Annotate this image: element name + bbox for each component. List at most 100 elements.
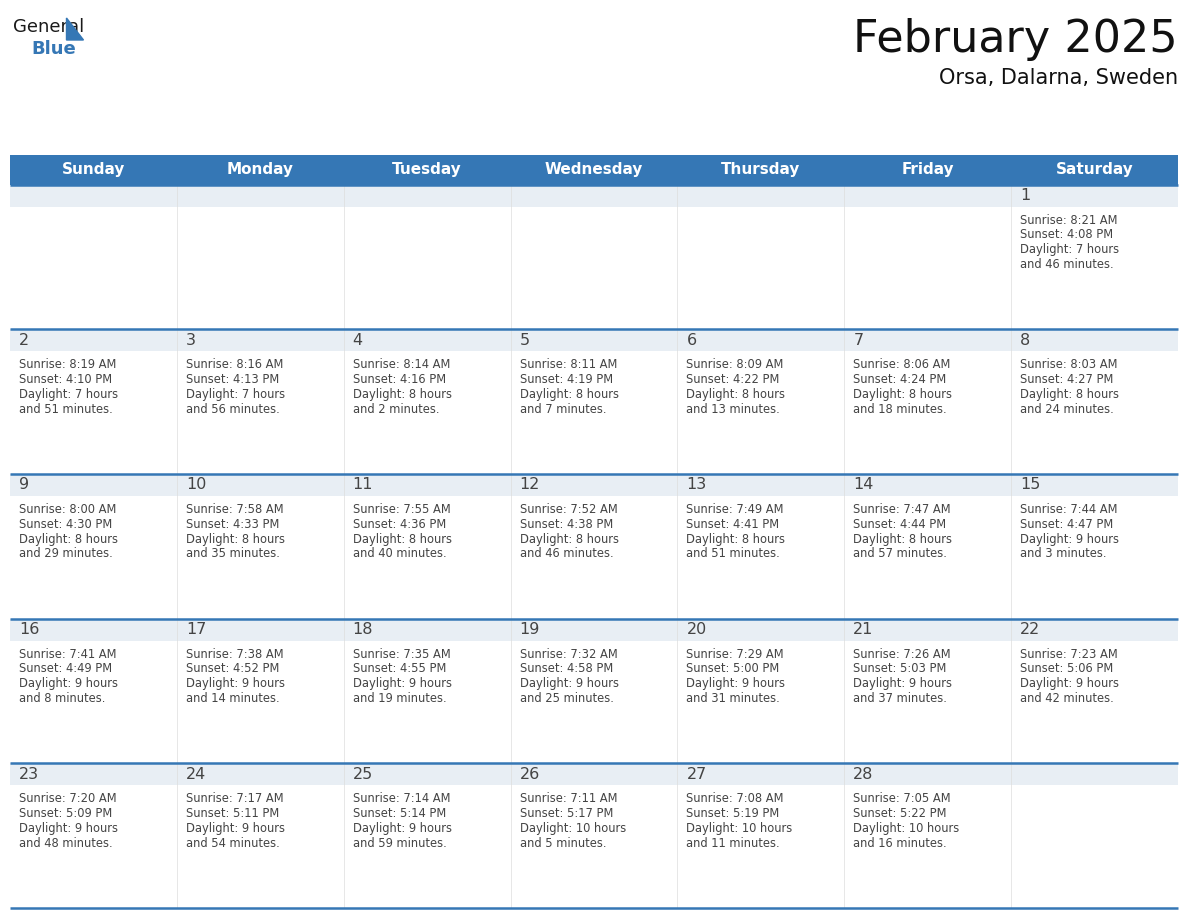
Bar	[10, 763, 177, 785]
Bar	[511, 330, 677, 352]
Text: Daylight: 8 hours: Daylight: 8 hours	[1020, 387, 1119, 401]
Text: 28: 28	[853, 767, 873, 782]
Text: and 29 minutes.: and 29 minutes.	[19, 547, 113, 560]
Text: and 11 minutes.: and 11 minutes.	[687, 836, 781, 850]
Text: Daylight: 8 hours: Daylight: 8 hours	[687, 532, 785, 545]
Text: 18: 18	[353, 622, 373, 637]
Text: 19: 19	[519, 622, 541, 637]
Text: Sunset: 5:06 PM: Sunset: 5:06 PM	[1020, 663, 1113, 676]
Text: 24: 24	[185, 767, 206, 782]
Text: Sunrise: 8:16 AM: Sunrise: 8:16 AM	[185, 358, 283, 371]
Text: Sunrise: 7:11 AM: Sunrise: 7:11 AM	[519, 792, 617, 805]
Text: and 2 minutes.: and 2 minutes.	[353, 403, 440, 416]
Bar	[845, 474, 1011, 496]
Text: 12: 12	[519, 477, 541, 492]
Text: Friday: Friday	[902, 162, 954, 177]
Bar	[845, 185, 1011, 207]
Text: Sunset: 4:52 PM: Sunset: 4:52 PM	[185, 663, 279, 676]
Text: Sunrise: 8:09 AM: Sunrise: 8:09 AM	[687, 358, 784, 371]
Text: Daylight: 8 hours: Daylight: 8 hours	[519, 387, 619, 401]
Bar	[845, 763, 1011, 785]
Text: Sunset: 5:09 PM: Sunset: 5:09 PM	[19, 807, 112, 820]
Text: and 48 minutes.: and 48 minutes.	[19, 836, 113, 850]
Text: Sunset: 5:22 PM: Sunset: 5:22 PM	[853, 807, 947, 820]
Text: Tuesday: Tuesday	[392, 162, 462, 177]
Text: Sunset: 4:24 PM: Sunset: 4:24 PM	[853, 373, 947, 386]
Text: Sunrise: 7:58 AM: Sunrise: 7:58 AM	[185, 503, 284, 516]
Text: 17: 17	[185, 622, 207, 637]
Bar	[511, 763, 677, 785]
Text: Sunset: 4:47 PM: Sunset: 4:47 PM	[1020, 518, 1113, 531]
Bar	[677, 763, 845, 785]
Text: Sunrise: 8:19 AM: Sunrise: 8:19 AM	[19, 358, 116, 371]
Bar	[10, 785, 177, 908]
Bar	[677, 185, 845, 207]
Bar	[177, 763, 343, 785]
Text: 6: 6	[687, 332, 696, 348]
Text: Sunrise: 8:14 AM: Sunrise: 8:14 AM	[353, 358, 450, 371]
Text: Daylight: 9 hours: Daylight: 9 hours	[185, 677, 285, 690]
Text: 1: 1	[1020, 188, 1030, 203]
Text: Sunrise: 8:06 AM: Sunrise: 8:06 AM	[853, 358, 950, 371]
Text: Sunset: 5:03 PM: Sunset: 5:03 PM	[853, 663, 947, 676]
Text: Sunrise: 7:49 AM: Sunrise: 7:49 AM	[687, 503, 784, 516]
Text: 2: 2	[19, 332, 30, 348]
Text: 8: 8	[1020, 332, 1030, 348]
Bar	[177, 185, 343, 207]
Text: 25: 25	[353, 767, 373, 782]
Text: and 31 minutes.: and 31 minutes.	[687, 692, 781, 705]
Text: Sunset: 5:14 PM: Sunset: 5:14 PM	[353, 807, 446, 820]
Bar	[177, 785, 343, 908]
Text: Sunrise: 7:20 AM: Sunrise: 7:20 AM	[19, 792, 116, 805]
Bar	[845, 619, 1011, 641]
Text: Daylight: 9 hours: Daylight: 9 hours	[519, 677, 619, 690]
Text: Daylight: 9 hours: Daylight: 9 hours	[353, 677, 451, 690]
Text: Daylight: 9 hours: Daylight: 9 hours	[185, 822, 285, 834]
Text: and 35 minutes.: and 35 minutes.	[185, 547, 279, 560]
Text: Daylight: 8 hours: Daylight: 8 hours	[353, 387, 451, 401]
Text: 26: 26	[519, 767, 539, 782]
Bar	[177, 641, 343, 763]
Bar	[343, 785, 511, 908]
Text: Sunrise: 7:41 AM: Sunrise: 7:41 AM	[19, 647, 116, 661]
Text: and 37 minutes.: and 37 minutes.	[853, 692, 947, 705]
Bar	[511, 641, 677, 763]
Text: Monday: Monday	[227, 162, 293, 177]
Bar	[677, 330, 845, 352]
Bar	[343, 474, 511, 496]
Text: Daylight: 10 hours: Daylight: 10 hours	[687, 822, 792, 834]
Bar	[1011, 763, 1178, 785]
Text: and 51 minutes.: and 51 minutes.	[19, 403, 113, 416]
Bar	[1011, 330, 1178, 352]
Text: Daylight: 8 hours: Daylight: 8 hours	[185, 532, 285, 545]
Bar	[511, 474, 677, 496]
Text: Sunset: 5:17 PM: Sunset: 5:17 PM	[519, 807, 613, 820]
Bar	[10, 619, 177, 641]
Text: Sunset: 4:58 PM: Sunset: 4:58 PM	[519, 663, 613, 676]
Bar	[343, 763, 511, 785]
Text: 3: 3	[185, 332, 196, 348]
Bar	[177, 619, 343, 641]
Bar	[10, 330, 177, 352]
Bar	[343, 641, 511, 763]
Bar	[343, 330, 511, 352]
Text: Saturday: Saturday	[1056, 162, 1133, 177]
Text: and 42 minutes.: and 42 minutes.	[1020, 692, 1114, 705]
Bar	[1011, 785, 1178, 908]
Bar	[845, 785, 1011, 908]
Bar	[10, 352, 177, 474]
Bar	[845, 352, 1011, 474]
Text: 9: 9	[19, 477, 30, 492]
Text: Sunrise: 8:00 AM: Sunrise: 8:00 AM	[19, 503, 116, 516]
Text: Sunset: 4:36 PM: Sunset: 4:36 PM	[353, 518, 446, 531]
Text: Orsa, Dalarna, Sweden: Orsa, Dalarna, Sweden	[939, 68, 1178, 88]
Text: 16: 16	[19, 622, 39, 637]
Bar	[677, 352, 845, 474]
Text: 15: 15	[1020, 477, 1041, 492]
Text: and 51 minutes.: and 51 minutes.	[687, 547, 781, 560]
Bar	[845, 207, 1011, 330]
Text: Sunset: 4:49 PM: Sunset: 4:49 PM	[19, 663, 112, 676]
Text: Sunrise: 7:08 AM: Sunrise: 7:08 AM	[687, 792, 784, 805]
Bar	[511, 185, 677, 207]
Text: 22: 22	[1020, 622, 1041, 637]
